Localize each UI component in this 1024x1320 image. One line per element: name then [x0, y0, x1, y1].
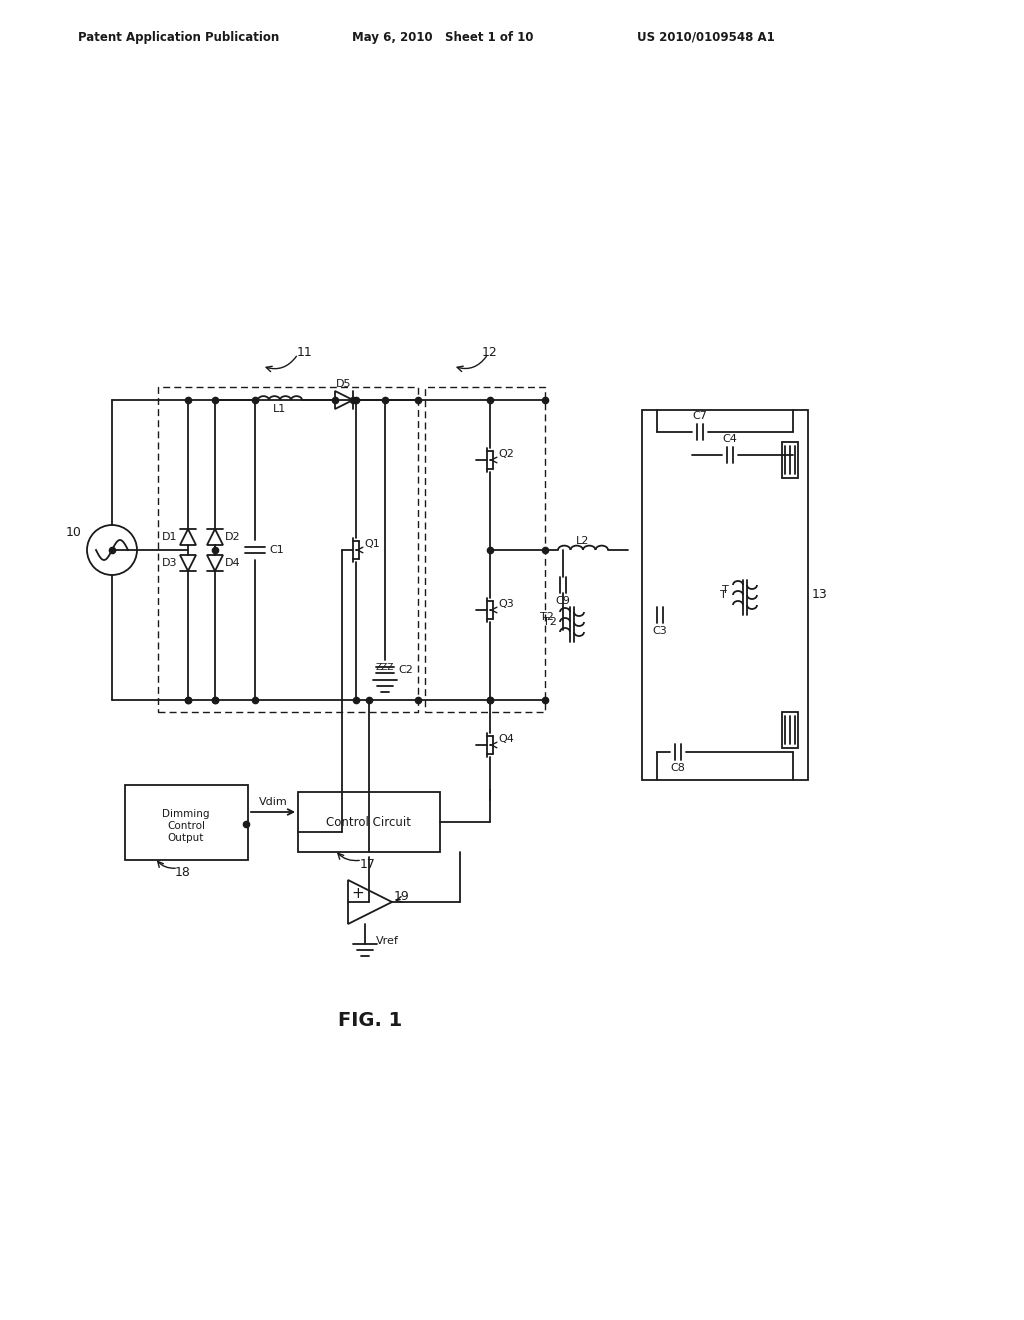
Text: Q3: Q3	[498, 599, 514, 609]
Text: Q2: Q2	[498, 449, 514, 459]
Text: 17: 17	[360, 858, 376, 870]
Text: 13: 13	[812, 589, 827, 602]
Bar	[782, 442, 798, 478]
Text: Q4: Q4	[498, 734, 514, 744]
Text: D2: D2	[225, 532, 241, 543]
Text: 11: 11	[297, 346, 313, 359]
Text: 18: 18	[175, 866, 190, 879]
Text: C2: C2	[398, 665, 414, 675]
Text: T: T	[722, 585, 728, 595]
Text: L2: L2	[577, 536, 590, 546]
Text: D1: D1	[162, 532, 178, 543]
Text: D4: D4	[225, 558, 241, 568]
Text: T2: T2	[540, 612, 554, 622]
Text: 10: 10	[67, 525, 82, 539]
Text: FIG. 1: FIG. 1	[338, 1011, 402, 1030]
Text: Patent Application Publication: Patent Application Publication	[78, 30, 280, 44]
Text: C9: C9	[556, 597, 570, 606]
Text: C4: C4	[723, 434, 737, 444]
Text: Vref: Vref	[376, 936, 398, 946]
Text: 12: 12	[482, 346, 498, 359]
Text: ZZZ: ZZZ	[376, 664, 394, 672]
Bar	[642, 411, 808, 780]
Text: May 6, 2010   Sheet 1 of 10: May 6, 2010 Sheet 1 of 10	[352, 30, 534, 44]
Bar	[782, 711, 798, 748]
Text: 19: 19	[394, 891, 410, 903]
Bar	[298, 792, 440, 851]
Text: +: +	[351, 887, 365, 902]
Text: Vdim: Vdim	[259, 797, 288, 807]
Text: T2: T2	[543, 616, 557, 627]
Text: L1: L1	[273, 404, 287, 414]
Bar	[125, 785, 248, 861]
Text: T: T	[720, 590, 726, 601]
Text: D5: D5	[336, 379, 352, 389]
Text: C1: C1	[269, 545, 285, 554]
Text: D3: D3	[162, 558, 178, 568]
Text: Q1: Q1	[365, 539, 380, 549]
Text: C7: C7	[692, 411, 708, 421]
Text: US 2010/0109548 A1: US 2010/0109548 A1	[637, 30, 775, 44]
Text: C3: C3	[652, 626, 668, 636]
Text: Dimming
Control
Output: Dimming Control Output	[162, 809, 210, 842]
Text: C8: C8	[671, 763, 685, 774]
Text: Control Circuit: Control Circuit	[327, 816, 412, 829]
